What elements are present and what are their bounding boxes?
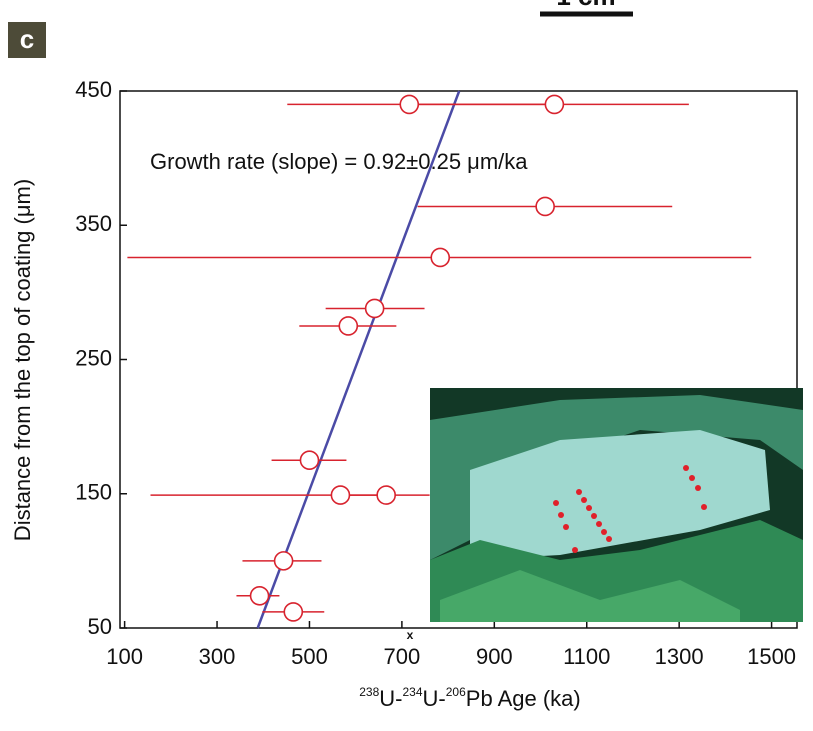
data-point [430, 247, 451, 268]
y-tick-label: 450 [75, 77, 112, 102]
y-tick-label: 350 [75, 211, 112, 236]
x-tick-label: 500 [291, 644, 328, 669]
x-tick-label: 100 [106, 644, 143, 669]
x-tick-label: 300 [199, 644, 236, 669]
x-tick-label: 900 [476, 644, 513, 669]
data-point [364, 298, 385, 319]
y-tick-label: 150 [75, 480, 112, 505]
x-tick-label: 700 [384, 644, 421, 669]
x-axis-title-part: 238 [359, 685, 379, 699]
y-tick-label: 50 [88, 614, 112, 639]
data-point [330, 485, 351, 505]
x-tick-label: 1500 [747, 644, 796, 669]
data-point [535, 196, 555, 217]
plot: 100 300 500 700 900 1100 1300 1500 50 150 250 350 45… [75, 77, 796, 669]
data-point [249, 585, 270, 606]
x-axis-title-part: 234 [403, 685, 423, 699]
y-tick-label: 250 [75, 345, 112, 370]
data-point [299, 450, 320, 470]
x-axis-title: 238U-234U-206Pb Age (ka) [359, 685, 580, 711]
data-point [399, 94, 420, 115]
data-point [338, 316, 359, 336]
annotation: Growth rate (slope) = 0.92±0.25 μm/ka [150, 149, 528, 174]
y-axis-title: Distance from the top of coating (μm) [10, 179, 35, 541]
data-point [273, 551, 294, 571]
fit-line [256, 90, 461, 629]
inset-photo [430, 388, 803, 622]
x-axis-title-part: U- [423, 686, 446, 711]
panel-label: c [20, 24, 34, 54]
data-point [544, 94, 565, 115]
panel-label-box [8, 22, 46, 58]
x-axis-title-part: Pb Age (ka) [466, 686, 581, 711]
data-point [283, 602, 304, 622]
x-axis-title-part: U- [379, 686, 402, 711]
x-marker: x [407, 628, 414, 642]
x-tick-label: 1300 [655, 644, 704, 669]
data-point [376, 485, 396, 505]
scale-bar-label: 1 cm [556, 0, 615, 11]
x-axis-title-part: 206 [446, 685, 466, 699]
x-tick-label: 1100 [563, 644, 610, 669]
